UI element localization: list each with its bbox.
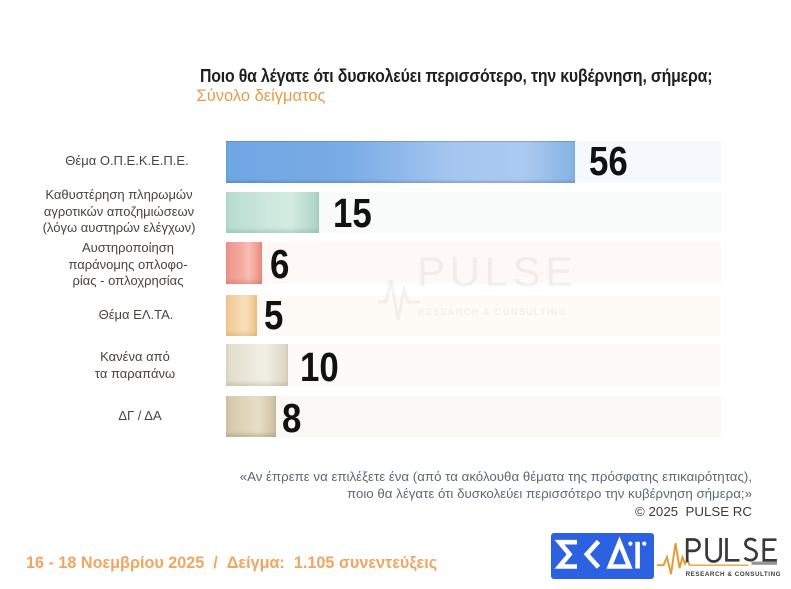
svg-text:RESEARCH & CONSULTING: RESEARCH & CONSULTING bbox=[686, 571, 781, 578]
